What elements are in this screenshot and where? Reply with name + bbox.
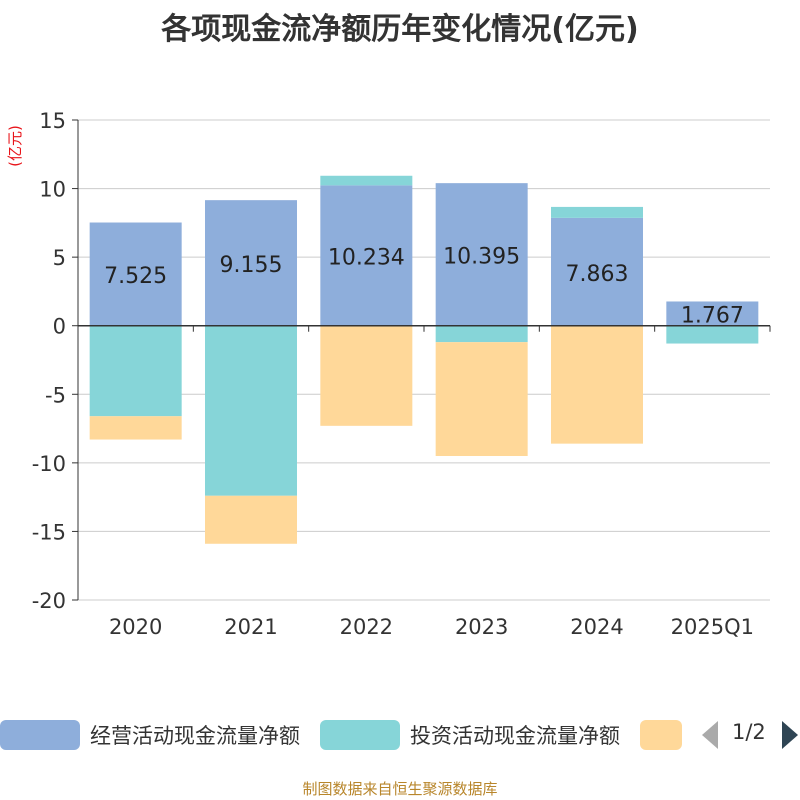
legend-label-investing: 投资活动现金流量净额 xyxy=(410,724,620,748)
legend-pager: 1/2 xyxy=(700,718,800,752)
bar-2020-series2 xyxy=(89,416,182,440)
legend-swatch-operating xyxy=(0,720,80,750)
y-tick-label: -5 xyxy=(45,383,66,407)
x-tick-label-2022: 2022 xyxy=(340,615,393,639)
bar-2023-series0 xyxy=(435,183,528,326)
legend-item-operating[interactable]: 经营活动现金流量净额 xyxy=(0,716,310,754)
bar-2025Q1-series1 xyxy=(666,325,759,344)
bar-2022-series1 xyxy=(320,175,413,186)
bar-2024-series1 xyxy=(551,206,643,218)
y-tick-label: 10 xyxy=(39,178,66,202)
legend-swatch-investing xyxy=(320,720,400,750)
x-tick-label-2020: 2020 xyxy=(109,615,162,639)
y-tick-label: 5 xyxy=(53,246,66,270)
bar-2020-series1 xyxy=(89,325,182,417)
pager-next-icon[interactable] xyxy=(780,720,800,750)
data-label-2024: 7.863 xyxy=(566,262,629,287)
x-tick-label-2025Q1: 2025Q1 xyxy=(671,615,754,639)
x-tick-label-2021: 2021 xyxy=(224,615,277,639)
legend-item-investing[interactable]: 投资活动现金流量净额 xyxy=(320,716,630,754)
bar-2022-series2 xyxy=(320,325,413,426)
y-tick-label: 15 xyxy=(39,109,66,133)
bar-2023-series2 xyxy=(435,342,528,456)
y-axis-label: (亿元) xyxy=(6,125,24,167)
chart-title: 各项现金流净额历年变化情况(亿元) xyxy=(161,12,639,47)
bar-2021-series0 xyxy=(205,200,297,326)
x-tick-label-2024: 2024 xyxy=(570,615,623,639)
bar-2023-series1 xyxy=(435,325,528,343)
pager-prev-icon[interactable] xyxy=(700,720,720,750)
data-label-2023: 10.395 xyxy=(443,244,520,269)
bar-2022-series0 xyxy=(320,185,413,326)
footer-source: 制图数据来自恒生聚源数据库 xyxy=(302,780,498,798)
bar-2024-series2 xyxy=(551,325,643,444)
bar-2021-series2 xyxy=(205,495,297,544)
y-tick-label: -20 xyxy=(32,589,66,613)
bar-2021-series1 xyxy=(205,325,297,496)
bar-2020-series0 xyxy=(89,222,182,326)
pager-text: 1/2 xyxy=(732,720,766,744)
legend-label-operating: 经营活动现金流量净额 xyxy=(90,724,300,748)
y-tick-label: 0 xyxy=(53,315,66,339)
data-label-2020: 7.525 xyxy=(104,264,167,289)
y-tick-label: -10 xyxy=(32,452,66,476)
bar-2025Q1-series0 xyxy=(666,301,759,326)
legend-swatch-financing xyxy=(640,720,682,750)
data-label-2022: 10.234 xyxy=(328,246,405,271)
data-label-2021: 9.155 xyxy=(220,253,283,278)
legend-item-financing[interactable] xyxy=(640,716,690,754)
x-tick-label-2023: 2023 xyxy=(455,615,508,639)
y-tick-label: -15 xyxy=(32,520,66,544)
bar-2024-series0 xyxy=(551,217,643,326)
data-label-2025Q1: 1.767 xyxy=(681,304,744,329)
